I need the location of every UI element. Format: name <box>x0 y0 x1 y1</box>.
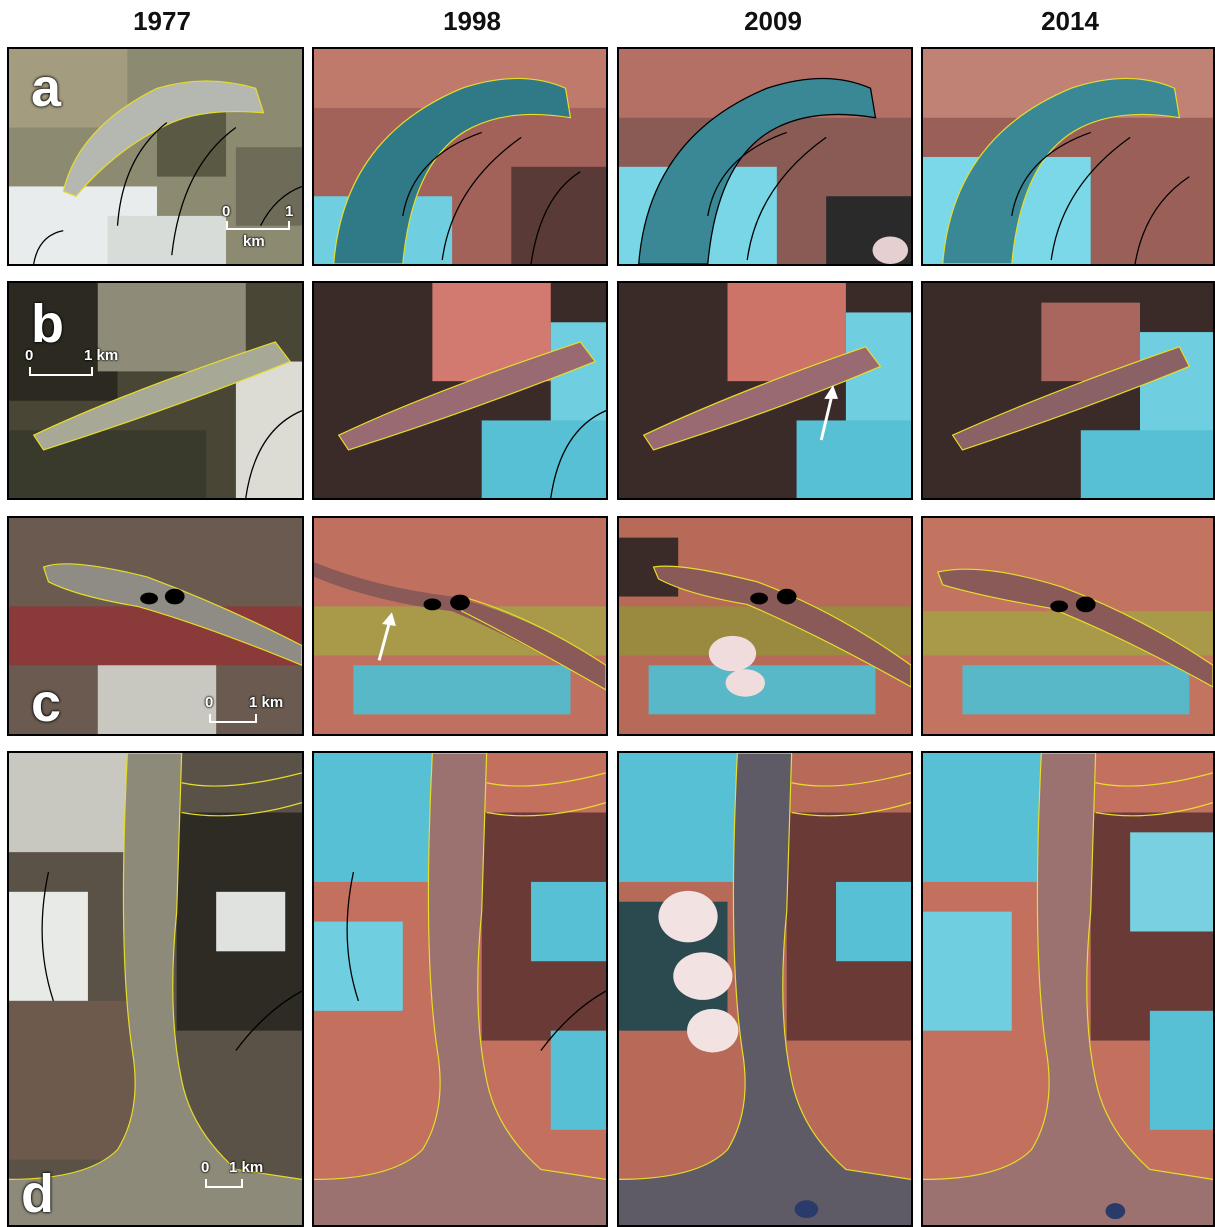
satellite-image-d-1998 <box>314 753 606 1225</box>
arrow-head-c-1998 <box>382 612 396 626</box>
satellite-image-a-2009 <box>619 49 911 264</box>
satellite-image-c-1977 <box>9 518 302 734</box>
scalebar-b-end: 1 km <box>84 347 119 364</box>
panel-letter-a: a <box>31 58 62 118</box>
panel-letter-b: b <box>31 294 64 354</box>
scalebar-d: 0 1 km <box>195 1159 295 1199</box>
scalebar-d-end: 1 km <box>229 1159 264 1176</box>
scalebar-c-start: 0 <box>205 694 214 711</box>
panel-a-2009 <box>617 47 913 266</box>
panel-d-2014 <box>921 751 1215 1227</box>
year-label-1977: 1977 <box>133 6 191 36</box>
satellite-image-d-2014 <box>923 753 1213 1225</box>
panel-d-1998 <box>312 751 608 1227</box>
satellite-image-c-2009 <box>619 518 911 734</box>
panel-d-2009 <box>617 751 913 1227</box>
satellite-image-a-1977 <box>9 49 302 264</box>
scalebar-a-unit: km <box>243 233 265 250</box>
panel-b-1977: b 0 1 km <box>7 281 304 500</box>
arrow-shaft-c-1998 <box>377 623 391 661</box>
satellite-image-a-2014 <box>923 49 1213 264</box>
panel-a-1977: a 0 1 km <box>7 47 304 266</box>
panel-c-2014 <box>921 516 1215 736</box>
scalebar-b-start: 0 <box>25 347 34 364</box>
scalebar-a: 0 1 km <box>219 199 299 259</box>
satellite-image-b-2014 <box>923 283 1213 498</box>
arrow-head-b-2009 <box>824 385 838 399</box>
panel-c-1998 <box>312 516 608 736</box>
scalebar-a-start: 0 <box>222 203 231 220</box>
arrow-shaft-b-2009 <box>819 398 833 441</box>
panel-c-2009 <box>617 516 913 736</box>
satellite-image-a-1998 <box>314 49 606 264</box>
panel-a-2014 <box>921 47 1215 266</box>
scalebar-c-end: 1 km <box>249 694 284 711</box>
scalebar-c: 0 1 km <box>199 694 299 734</box>
scalebar-b: 0 1 km <box>19 347 139 387</box>
scalebar-d-start: 0 <box>201 1159 210 1176</box>
panel-a-1998 <box>312 47 608 266</box>
panel-d-1977: d 0 1 km <box>7 751 304 1227</box>
year-label-2009: 2009 <box>744 6 802 36</box>
panel-letter-c: c <box>31 673 62 733</box>
satellite-image-b-1977 <box>9 283 302 498</box>
satellite-image-b-1998 <box>314 283 606 498</box>
panel-b-1998 <box>312 281 608 500</box>
satellite-image-d-1977 <box>9 753 302 1225</box>
year-label-1998: 1998 <box>443 6 501 36</box>
satellite-image-b-2009 <box>619 283 911 498</box>
panel-letter-d: d <box>21 1164 54 1224</box>
panel-b-2009 <box>617 281 913 500</box>
panel-b-2014 <box>921 281 1215 500</box>
satellite-image-c-2014 <box>923 518 1213 734</box>
panel-c-1977: c 0 1 km <box>7 516 304 736</box>
satellite-image-d-2009 <box>619 753 911 1225</box>
satellite-image-c-1998 <box>314 518 606 734</box>
year-label-2014: 2014 <box>1041 6 1099 36</box>
scalebar-a-end: 1 <box>285 203 294 220</box>
